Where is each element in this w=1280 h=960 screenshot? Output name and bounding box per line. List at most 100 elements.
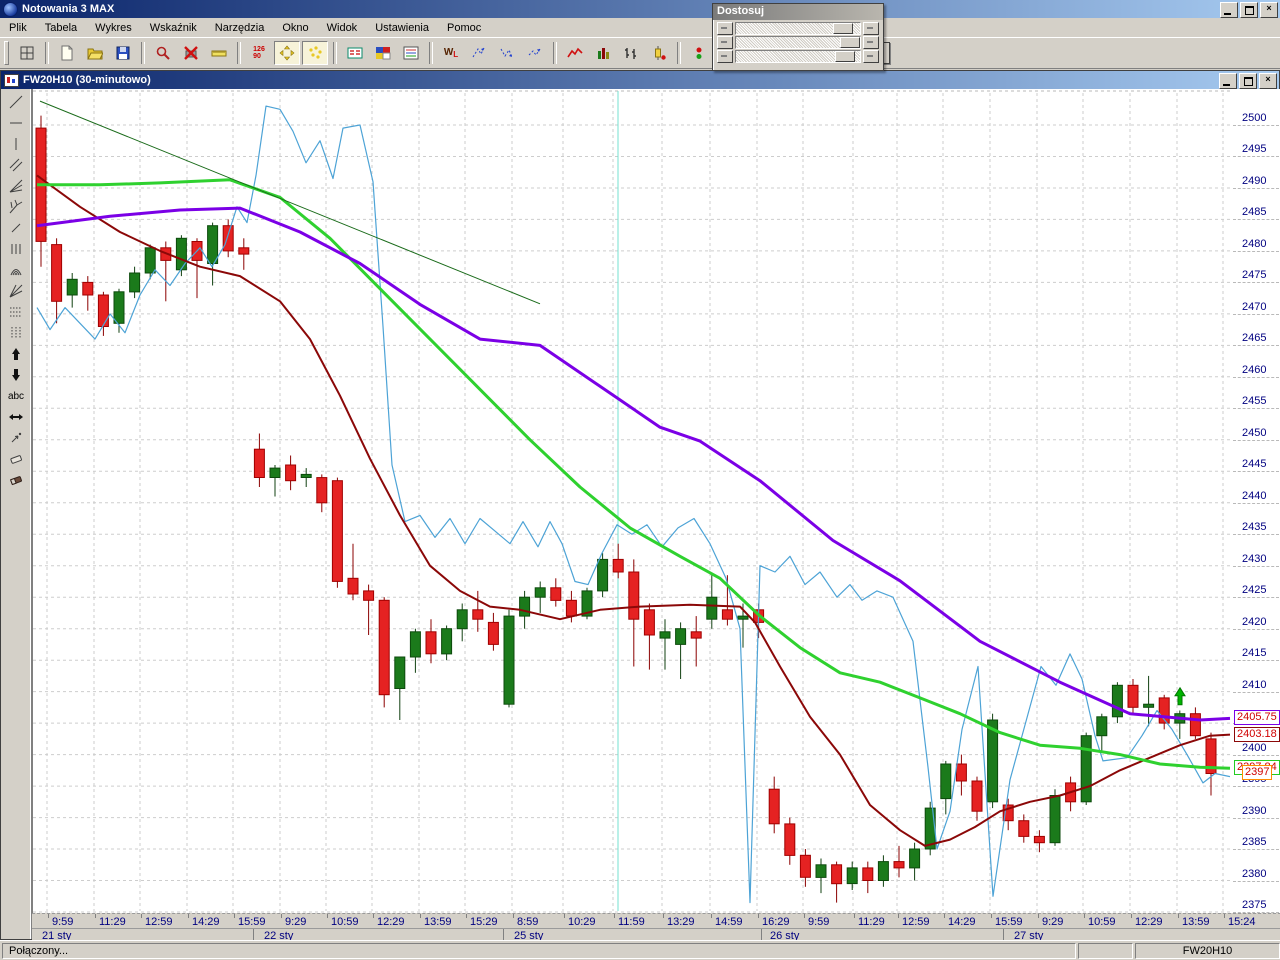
slider2-thumb[interactable] bbox=[840, 37, 861, 48]
menu-okno[interactable]: Okno bbox=[282, 21, 309, 34]
pitchfork-tool[interactable] bbox=[4, 197, 28, 217]
time-tick bbox=[281, 914, 282, 918]
eraser-tool[interactable] bbox=[4, 449, 28, 469]
ruler-button[interactable] bbox=[206, 40, 232, 65]
ohlc-bars-button[interactable] bbox=[618, 40, 644, 65]
menu-widok[interactable]: Widok bbox=[326, 21, 358, 34]
open-folder-button[interactable] bbox=[82, 40, 108, 65]
chart-window-titlebar[interactable]: FW20H10 (30-minutowo) × bbox=[1, 71, 1279, 89]
time-label: 13:59 bbox=[424, 916, 452, 928]
mosaic-button[interactable] bbox=[370, 40, 396, 65]
restore-button[interactable] bbox=[1240, 2, 1258, 18]
time-axis[interactable]: 9:59 11:29 12:59 14:29 15:59 9:29 10:59 12:29 13… bbox=[32, 913, 1280, 929]
list-button[interactable] bbox=[398, 40, 424, 65]
wl-indicator-button[interactable]: WL bbox=[438, 40, 464, 65]
main-titlebar[interactable]: Notowania 3 MAX × bbox=[0, 0, 1280, 18]
horizontal-line-tool[interactable] bbox=[4, 113, 28, 133]
slider1-track[interactable] bbox=[735, 22, 861, 35]
traffic-dots-button[interactable] bbox=[686, 40, 712, 65]
slider1-thumb[interactable] bbox=[832, 23, 853, 34]
crosshair-button[interactable] bbox=[274, 40, 300, 65]
axis-grid-stub bbox=[1233, 849, 1279, 850]
arrow-up-tool[interactable] bbox=[4, 344, 28, 364]
regression-line-tool[interactable] bbox=[4, 218, 28, 238]
menu-pomoc[interactable]: Pomoc bbox=[447, 21, 482, 34]
slider3-thumb[interactable] bbox=[835, 51, 856, 62]
price-axis[interactable]: 2375238023852390239524002405241024152420… bbox=[1233, 89, 1280, 913]
close-button[interactable]: × bbox=[1260, 2, 1278, 18]
line-chart-button[interactable] bbox=[562, 40, 588, 65]
parallel-lines-tool[interactable] bbox=[4, 155, 28, 175]
connection-status: Połączony... bbox=[2, 943, 1076, 959]
time-label: 14:29 bbox=[948, 916, 976, 928]
axis-grid-stub bbox=[1233, 692, 1279, 693]
candlestick-button[interactable] bbox=[646, 40, 672, 65]
time-label: 15:24 bbox=[1228, 916, 1256, 928]
bar-chart-button[interactable] bbox=[590, 40, 616, 65]
chart-restore-button[interactable] bbox=[1239, 73, 1257, 89]
slider3-right-button[interactable] bbox=[863, 50, 879, 63]
new-file-button[interactable] bbox=[54, 40, 80, 65]
slider3-left-button[interactable] bbox=[717, 50, 733, 63]
app-icon bbox=[3, 1, 18, 17]
delete-button[interactable] bbox=[178, 40, 204, 65]
fibonacci-arcs-tool[interactable] bbox=[4, 260, 28, 280]
time-tick bbox=[327, 914, 328, 918]
axis-grid-stub bbox=[1233, 660, 1279, 661]
minimize-button[interactable] bbox=[1220, 2, 1238, 18]
time-tick bbox=[1178, 914, 1179, 918]
price-axis-label: 2495 bbox=[1242, 143, 1267, 155]
date-label: 26 sty bbox=[770, 930, 800, 942]
fib-retracement-tool[interactable] bbox=[4, 302, 28, 322]
chart-plot-area[interactable] bbox=[32, 89, 1233, 913]
zigzag3-button[interactable] bbox=[522, 40, 548, 65]
slider2-track[interactable] bbox=[735, 36, 861, 49]
chart-canvas[interactable] bbox=[33, 89, 1232, 913]
menu-tabela[interactable]: Tabela bbox=[44, 21, 78, 34]
axis-grid-stub bbox=[1233, 566, 1279, 567]
zigzag2-button[interactable] bbox=[494, 40, 520, 65]
quote-table-button[interactable] bbox=[342, 40, 368, 65]
gann-fan-tool[interactable] bbox=[4, 281, 28, 301]
menu-narzedzia[interactable]: Narzędzia bbox=[214, 21, 265, 34]
time-label: 11:59 bbox=[618, 916, 645, 928]
slider1-left-button[interactable] bbox=[717, 22, 733, 35]
slider1-right-button[interactable] bbox=[863, 22, 879, 35]
save-button[interactable] bbox=[110, 40, 136, 65]
dialog-title[interactable]: Dostosuj bbox=[713, 4, 883, 20]
slider3-track[interactable] bbox=[735, 50, 861, 63]
zigzag1-button[interactable] bbox=[466, 40, 492, 65]
zoom-button[interactable] bbox=[150, 40, 176, 65]
slider2-left-button[interactable] bbox=[717, 36, 733, 49]
trendline-tool[interactable] bbox=[4, 92, 28, 112]
pointer-tool[interactable] bbox=[4, 428, 28, 448]
window-grid-button[interactable] bbox=[14, 40, 40, 65]
arrow-down-tool[interactable] bbox=[4, 365, 28, 385]
time-zones-tool[interactable] bbox=[4, 239, 28, 259]
dostosuj-dialog[interactable]: Dostosuj bbox=[712, 3, 884, 71]
fan-lines-tool[interactable] bbox=[4, 176, 28, 196]
dots-pattern-button[interactable] bbox=[302, 40, 328, 65]
time-tick bbox=[663, 914, 664, 918]
menu-wykres[interactable]: Wykres bbox=[95, 21, 132, 34]
price-axis-label: 2445 bbox=[1242, 458, 1267, 470]
window-title: Notowania 3 MAX bbox=[22, 3, 115, 15]
slider2-right-button[interactable] bbox=[863, 36, 879, 49]
time-tick bbox=[614, 914, 615, 918]
numbers-button[interactable]: 126 90 bbox=[246, 40, 272, 65]
chart-close-button[interactable]: × bbox=[1259, 73, 1277, 89]
vertical-grid-tool[interactable] bbox=[4, 323, 28, 343]
text-tool[interactable]: abc bbox=[7, 390, 25, 402]
toolbar-grip[interactable] bbox=[4, 40, 9, 65]
vertical-line-tool[interactable] bbox=[4, 134, 28, 154]
date-label: 25 sty bbox=[514, 930, 544, 942]
menu-plik[interactable]: Plik bbox=[9, 21, 27, 34]
menu-wskaznik[interactable]: Wskaźnik bbox=[149, 21, 197, 34]
menu-ustawienia[interactable]: Ustawienia bbox=[375, 21, 429, 34]
arrow-horizontal-tool[interactable] bbox=[4, 407, 28, 427]
chart-window: FW20H10 (30-minutowo) × abc 2375 2380 2385… bbox=[0, 70, 1280, 943]
chart-minimize-button[interactable] bbox=[1219, 73, 1237, 89]
date-label: 21 sty bbox=[42, 930, 72, 942]
eraser-all-tool[interactable] bbox=[4, 470, 28, 490]
